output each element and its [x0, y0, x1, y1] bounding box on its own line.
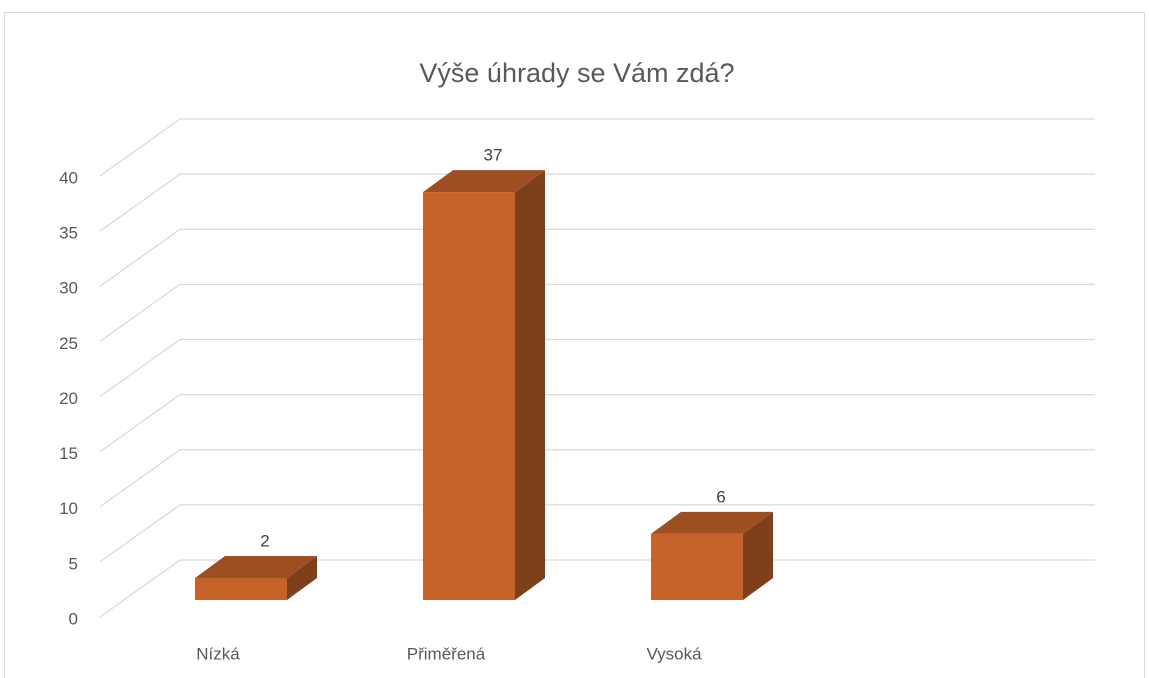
- grid-line: [99, 449, 1095, 508]
- grid-line: [99, 338, 1095, 398]
- value-label: 37: [484, 146, 503, 165]
- bar: [651, 533, 743, 600]
- grid-line: [99, 228, 1095, 287]
- bar-side: [515, 170, 545, 600]
- bar: [423, 192, 515, 600]
- x-tick-label: Přiměřená: [407, 644, 486, 663]
- grid-line: [99, 173, 1095, 232]
- y-tick-label: 35: [59, 224, 78, 243]
- y-tick-label: 40: [59, 168, 78, 187]
- grid-line: [99, 283, 1095, 342]
- bar-top: [423, 170, 545, 193]
- chart-title: Výše úhrady se Vám zdá?: [419, 58, 734, 88]
- chart-border: [4, 12, 1145, 678]
- value-label: 6: [716, 487, 725, 506]
- y-tick-label: 5: [69, 554, 78, 573]
- x-tick-label: Vysoká: [646, 644, 702, 663]
- bar: [195, 577, 287, 600]
- y-tick-label: 10: [59, 499, 78, 518]
- grid-line: [99, 504, 1095, 563]
- value-label: 2: [260, 531, 269, 550]
- y-tick-label: 15: [59, 444, 78, 463]
- x-tick-label: Nízká: [196, 644, 240, 663]
- grid-line: [99, 393, 1095, 453]
- y-tick-label: 25: [59, 334, 78, 353]
- y-tick-label: 30: [59, 279, 78, 298]
- bar-side: [287, 555, 317, 600]
- y-tick-label: 20: [59, 389, 78, 408]
- bar-side: [743, 511, 773, 600]
- grid-line: [99, 559, 1095, 618]
- y-tick-label: 0: [69, 609, 78, 628]
- bar-top: [651, 511, 773, 534]
- grid-line: [99, 118, 1095, 177]
- bar-top: [195, 555, 317, 578]
